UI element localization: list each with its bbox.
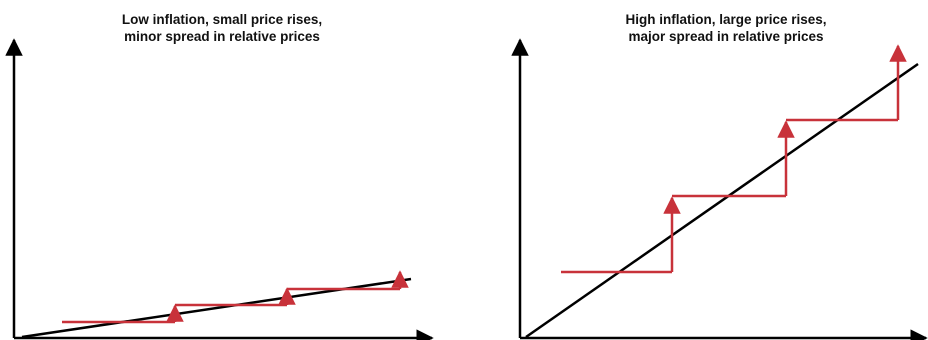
title-line-2: minor spread in relative prices <box>124 29 320 44</box>
title-line-2: major spread in relative prices <box>628 29 824 44</box>
title-line-1: Low inflation, small price rises, <box>121 12 323 27</box>
title-line-1: High inflation, large price rises, <box>625 12 827 27</box>
panel-title-high-inflation: High inflation, large price rises, major… <box>576 11 876 45</box>
trend-line <box>21 277 412 339</box>
price-steps <box>561 44 907 274</box>
trend-line <box>525 62 919 339</box>
price-steps <box>62 270 409 324</box>
panel-high-inflation <box>511 38 928 340</box>
panel-low-inflation <box>5 38 434 340</box>
panel-title-low-inflation: Low inflation, small price rises, minor … <box>72 11 372 45</box>
